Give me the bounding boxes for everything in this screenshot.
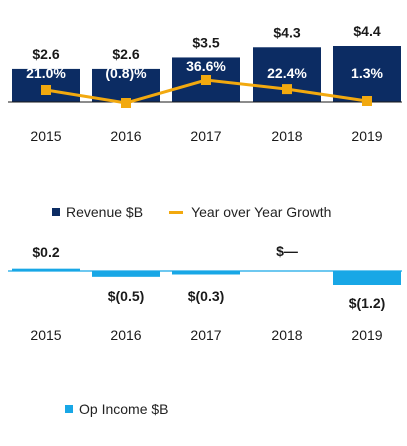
legend-label-growth: Year over Year Growth [191,204,331,220]
legend-item-growth: Year over Year Growth [169,204,331,220]
legend-label-op-income: Op Income $B [79,401,169,417]
legend-item-revenue: Revenue $B [52,204,143,220]
growth-point-2017 [201,75,211,85]
growth-label-2015: 21.0% [26,65,66,81]
op-income-x-tick-2016: 2016 [110,327,141,343]
growth-label-2019: 1.3% [351,65,383,81]
op-income-label-2015: $0.2 [32,244,59,260]
op-income-legend: Op Income $B [65,401,195,417]
op-income-label-2017: $(0.3) [188,288,225,304]
growth-point-2019 [362,96,372,106]
legend-swatch-growth [169,211,183,214]
legend-swatch-op-income [65,405,73,413]
legend-item-op-income: Op Income $B [65,401,169,417]
legend-label-revenue: Revenue $B [66,204,143,220]
op-income-bar-2019 [333,271,401,285]
growth-label-2016: (0.8)% [105,65,147,81]
op-income-x-tick-2019: 2019 [351,327,382,343]
op-income-x-tick-2015: 2015 [30,327,61,343]
revenue-legend: Revenue $B Year over Year Growth [52,204,357,220]
revenue-label-2016: $2.6 [112,46,139,62]
revenue-label-2019: $4.4 [353,23,380,39]
legend-swatch-revenue [52,208,60,216]
growth-point-2018 [282,84,292,94]
growth-label-2017: 36.6% [186,58,226,74]
op-income-x-tick-2017: 2017 [190,327,221,343]
op-income-label-2018: $— [276,243,298,259]
revenue-label-2015: $2.6 [32,46,59,62]
op-income-x-tick-2018: 2018 [271,327,302,343]
growth-label-2018: 22.4% [267,65,307,81]
op-income-bar-2016 [92,271,160,277]
revenue-label-2017: $3.5 [192,34,219,50]
op-income-label-2016: $(0.5) [108,288,145,304]
revenue-x-tick-2019: 2019 [351,128,382,144]
revenue-label-2018: $4.3 [273,24,300,40]
growth-point-2016 [121,98,131,108]
growth-point-2015 [41,85,51,95]
op-income-label-2019: $(1.2) [349,295,386,311]
revenue-x-tick-2018: 2018 [271,128,302,144]
revenue-x-tick-2015: 2015 [30,128,61,144]
revenue-x-tick-2017: 2017 [190,128,221,144]
revenue-x-tick-2016: 2016 [110,128,141,144]
